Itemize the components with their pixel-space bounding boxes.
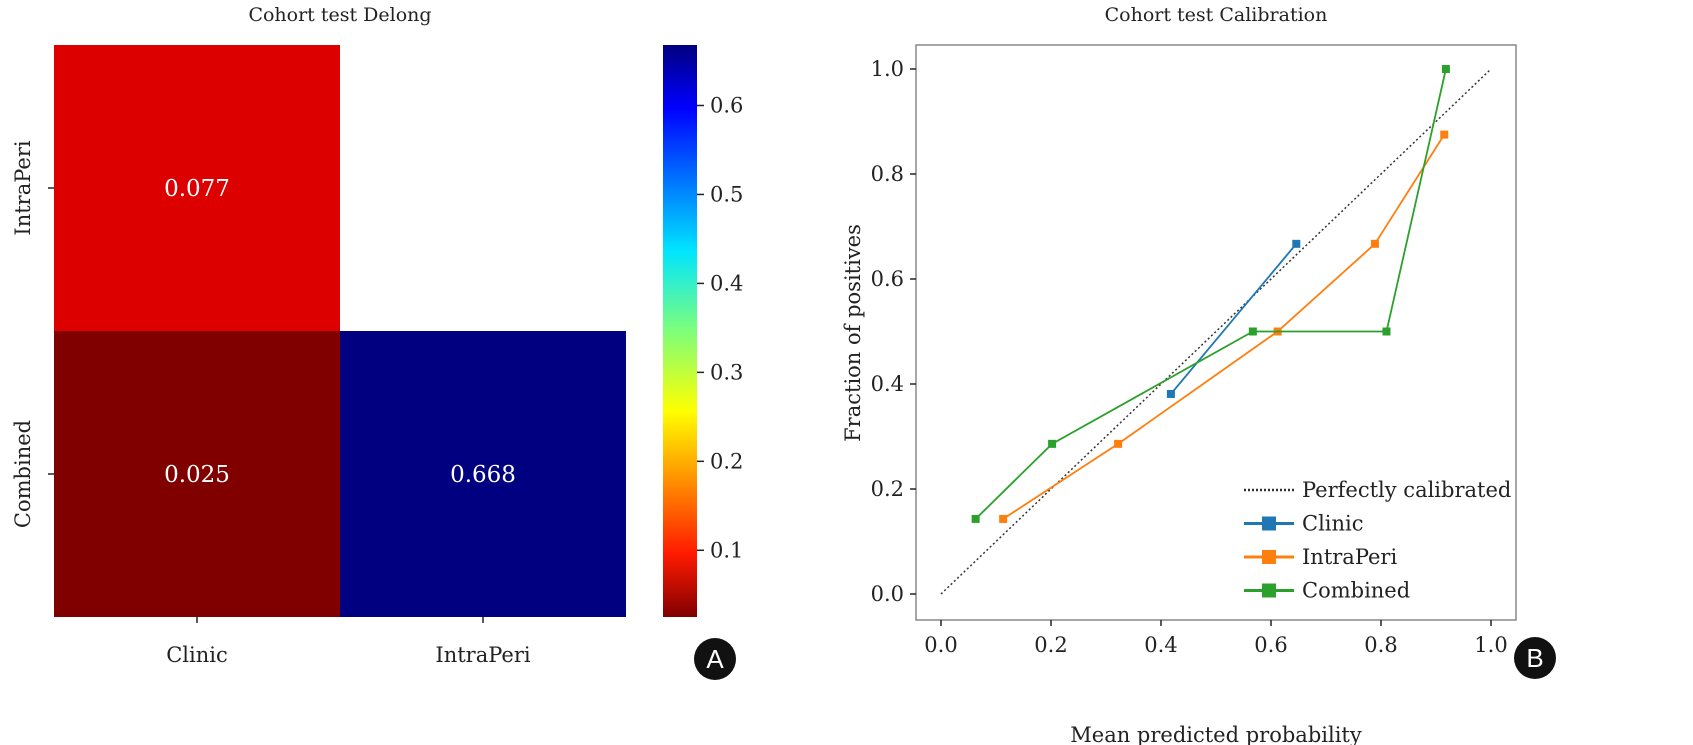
panel-label-b: B xyxy=(1526,643,1543,673)
colorbar-tick-label: 0.4 xyxy=(710,271,743,295)
legend-label: Clinic xyxy=(1302,512,1364,536)
heatmap-cell xyxy=(54,45,340,331)
panel-label-b-badge xyxy=(1514,637,1556,679)
legend-marker-clinic xyxy=(1262,516,1276,531)
heatmap-cell xyxy=(340,331,626,617)
x-tick-label: 0.4 xyxy=(1144,633,1177,657)
intraperi-data-point xyxy=(1440,130,1449,139)
perfectly-calibrated-line xyxy=(940,68,1492,595)
colorbar xyxy=(663,45,697,617)
combined-data-point xyxy=(1048,439,1057,448)
heatmap-cell xyxy=(54,331,340,617)
legend-label: Perfectly calibrated xyxy=(1302,478,1511,502)
combined-data-point xyxy=(1248,327,1257,336)
x-tick-label: 0.0 xyxy=(924,633,957,657)
cell-value-label: 0.668 xyxy=(450,462,516,488)
heatmap-title: Cohort test Delong xyxy=(248,4,431,26)
heatmap-panel: Cohort test Delong 0.077 0.025 0.668 IntraP… xyxy=(11,4,743,680)
calibration-title: Cohort test Calibration xyxy=(1105,4,1328,26)
clinic-data-point xyxy=(1166,389,1175,398)
plot-frame xyxy=(915,44,1517,621)
x-tick-label: 0.8 xyxy=(1364,633,1397,657)
colorbar-tick-label: 0.2 xyxy=(710,449,743,473)
x-tick-label: 0.6 xyxy=(1254,633,1287,657)
panel-label-a: A xyxy=(706,644,724,674)
clinic-series-line xyxy=(1170,243,1297,395)
x-tick-label: 1.0 xyxy=(1474,633,1507,657)
y-tick-label: IntraPeri xyxy=(11,140,35,235)
combined-data-point xyxy=(971,514,980,523)
x-tick-label: Clinic xyxy=(166,643,228,667)
legend-label: Combined xyxy=(1302,579,1410,603)
panel-label-a-badge xyxy=(694,638,736,680)
colorbar-tick-label: 0.1 xyxy=(710,538,743,562)
colorbar-tick-label: 0.3 xyxy=(710,360,743,384)
x-tick-label: IntraPeri xyxy=(435,643,530,667)
calibration-panel: Cohort test Calibration 0.0 0.2 0.4 0.6 0.8 1… xyxy=(841,4,1556,745)
combined-data-point xyxy=(1382,327,1391,336)
colorbar-tick-label: 0.5 xyxy=(710,182,743,206)
colorbar-tick-label: 0.6 xyxy=(710,93,743,117)
y-tick-label: 0.4 xyxy=(871,372,904,396)
legend-label: IntraPeri xyxy=(1302,545,1397,569)
combined-series-line xyxy=(975,68,1447,520)
x-tick-label: 0.2 xyxy=(1034,633,1067,657)
intraperi-data-point xyxy=(1114,439,1123,448)
intraperi-data-point xyxy=(999,514,1008,523)
intraperi-series-line xyxy=(1002,134,1446,520)
cell-value-label: 0.077 xyxy=(164,176,230,202)
clinic-data-point xyxy=(1292,239,1301,248)
y-tick-label: 0.8 xyxy=(871,162,904,186)
legend-marker-intraperi xyxy=(1262,550,1276,564)
y-tick-label: 0.2 xyxy=(871,477,904,501)
y-tick-label: 1.0 xyxy=(871,57,904,81)
combined-data-point xyxy=(1441,65,1450,73)
y-tick-label: Combined xyxy=(11,420,35,528)
y-tick-label: 0.0 xyxy=(871,582,904,606)
cell-value-label: 0.025 xyxy=(164,462,230,488)
y-tick-label: 0.6 xyxy=(871,267,904,291)
x-axis-label: Mean predicted probability xyxy=(1070,723,1362,745)
y-axis-label: Fraction of positives xyxy=(841,224,865,442)
legend-marker-combined xyxy=(1262,583,1276,598)
intraperi-data-point xyxy=(1370,239,1379,248)
